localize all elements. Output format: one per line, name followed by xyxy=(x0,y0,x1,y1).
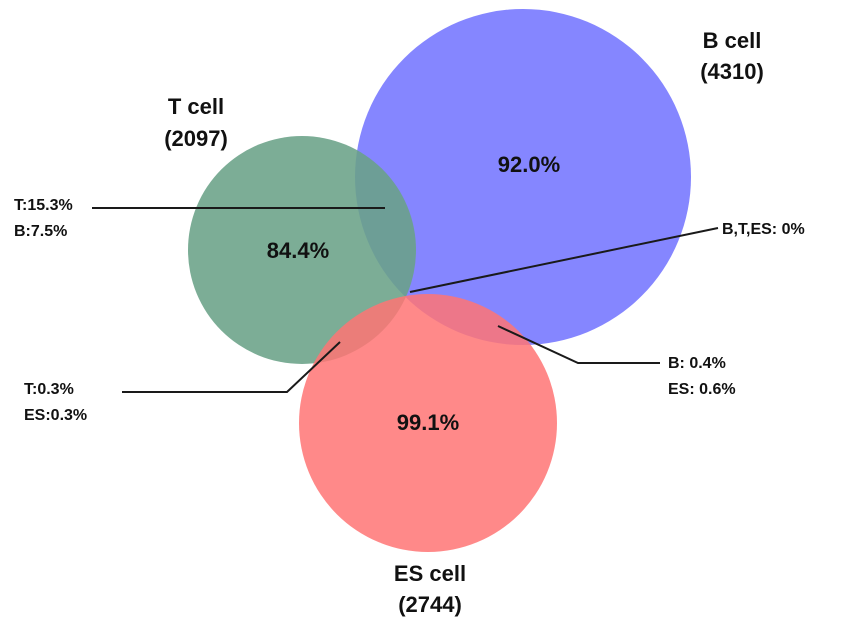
es-cell-unique-pct: 99.1% xyxy=(397,410,459,435)
b-cell-title: B cell xyxy=(703,28,762,53)
b-es-overlap-es-label: ES: 0.6% xyxy=(668,381,736,398)
es-cell-count: (2744) xyxy=(398,592,462,617)
b-cell-unique-pct: 92.0% xyxy=(498,152,560,177)
t-es-leader-line xyxy=(122,341,341,393)
b-es-leader-line xyxy=(497,325,660,364)
b-t-es-overlap-label: B,T,ES: 0% xyxy=(722,221,805,238)
b-es-overlap-b-label: B: 0.4% xyxy=(668,355,726,372)
t-cell-count: (2097) xyxy=(164,126,228,151)
b-t-es-leader-line xyxy=(409,227,719,293)
t-b-overlap-b-label: B:7.5% xyxy=(14,223,67,240)
t-cell-title: T cell xyxy=(168,94,224,119)
b-cell-circle xyxy=(355,9,691,345)
t-b-overlap-t-label: T:15.3% xyxy=(14,197,73,214)
b-cell-count: (4310) xyxy=(700,59,764,84)
es-cell-title: ES cell xyxy=(394,561,466,586)
t-es-overlap-t-label: T:0.3% xyxy=(24,381,74,398)
es-cell-circle xyxy=(299,294,557,552)
t-cell-unique-pct: 84.4% xyxy=(267,238,329,263)
t-cell-circle xyxy=(188,136,416,364)
t-es-overlap-es-label: ES:0.3% xyxy=(24,407,87,424)
